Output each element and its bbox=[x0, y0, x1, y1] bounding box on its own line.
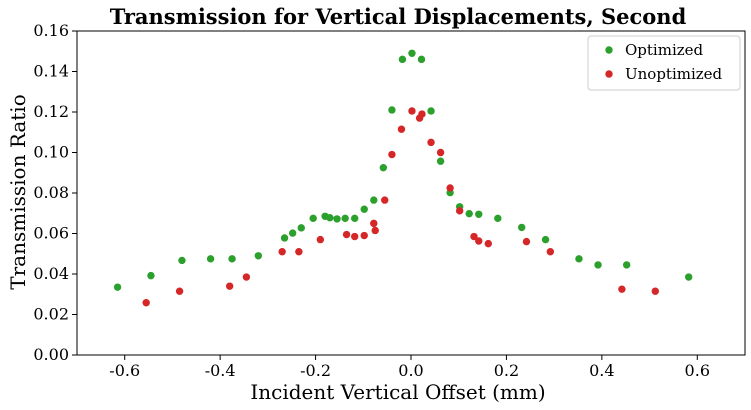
data-point bbox=[388, 106, 396, 114]
x-tick-label: 0.6 bbox=[685, 361, 710, 380]
data-point bbox=[350, 232, 359, 241]
data-point bbox=[475, 210, 483, 218]
data-point bbox=[446, 184, 454, 192]
x-axis-title: Incident Vertical Offset (mm) bbox=[250, 380, 545, 404]
y-axis-title: Transmission Ratio bbox=[6, 94, 30, 289]
data-point bbox=[436, 157, 445, 165]
chart-title: Transmission for Vertical Displacements,… bbox=[110, 4, 687, 29]
y-tick-label: 0.00 bbox=[33, 345, 69, 364]
x-tick-label: 0.0 bbox=[398, 361, 423, 380]
data-point bbox=[242, 273, 251, 281]
x-tick-label: 0.4 bbox=[589, 361, 614, 380]
plot-area: -0.6 -0.4 -0.2 0.0 0.2 0.4 0.6 0.00 0.02 0.04 0.06… bbox=[33, 21, 746, 380]
data-point bbox=[280, 234, 289, 242]
legend-marker bbox=[605, 46, 613, 54]
data-point bbox=[371, 226, 379, 235]
data-point bbox=[546, 248, 555, 256]
x-tick-label: -0.6 bbox=[109, 361, 140, 380]
x-tick-label: -0.4 bbox=[205, 361, 236, 380]
data-point bbox=[436, 148, 445, 157]
data-point bbox=[225, 282, 234, 290]
data-point bbox=[178, 256, 186, 265]
data-point bbox=[418, 110, 426, 118]
data-point bbox=[350, 214, 359, 223]
data-point bbox=[206, 255, 215, 263]
data-point bbox=[278, 248, 286, 256]
x-tick-label: -0.2 bbox=[300, 361, 331, 380]
data-point bbox=[594, 261, 602, 269]
x-tick-label: 0.2 bbox=[494, 361, 519, 380]
data-point bbox=[575, 255, 583, 263]
data-point bbox=[360, 205, 368, 213]
y-tick-label: 0.08 bbox=[33, 183, 69, 202]
data-point bbox=[360, 231, 368, 240]
y-tick-label: 0.06 bbox=[33, 224, 69, 243]
data-point bbox=[427, 138, 435, 147]
data-point bbox=[379, 163, 388, 172]
data-point bbox=[333, 215, 341, 223]
data-point bbox=[397, 125, 406, 133]
data-point bbox=[388, 150, 396, 159]
data-point bbox=[297, 224, 305, 232]
data-point bbox=[142, 299, 150, 307]
y-tick-label: 0.12 bbox=[33, 102, 69, 121]
data-point bbox=[455, 207, 464, 215]
data-point bbox=[309, 214, 317, 223]
data-point bbox=[618, 285, 626, 293]
data-point bbox=[408, 49, 416, 57]
data-point bbox=[326, 214, 334, 222]
data-point bbox=[494, 214, 502, 223]
data-point bbox=[254, 252, 263, 260]
data-point bbox=[370, 196, 378, 204]
data-point bbox=[475, 237, 483, 245]
data-point bbox=[295, 248, 303, 256]
legend-box bbox=[587, 35, 741, 91]
data-point bbox=[427, 107, 435, 115]
data-point bbox=[175, 287, 184, 295]
legend-label: Unoptimized bbox=[625, 65, 723, 83]
data-point bbox=[228, 255, 236, 263]
data-point bbox=[417, 55, 426, 64]
data-point bbox=[408, 107, 416, 115]
data-point bbox=[522, 237, 531, 246]
data-point bbox=[465, 209, 473, 218]
legend: Optimized Unoptimized bbox=[587, 35, 741, 91]
data-point bbox=[316, 235, 325, 244]
y-tick-label: 0.16 bbox=[33, 21, 69, 40]
data-point bbox=[484, 239, 492, 248]
data-point bbox=[470, 232, 478, 241]
data-point bbox=[342, 230, 351, 239]
y-tick-label: 0.10 bbox=[33, 143, 69, 162]
data-point bbox=[622, 261, 631, 269]
data-point bbox=[651, 287, 659, 295]
series-optimized bbox=[113, 49, 693, 291]
data-point bbox=[288, 229, 297, 237]
data-point bbox=[147, 271, 155, 280]
data-point bbox=[113, 283, 122, 291]
data-point bbox=[398, 55, 407, 64]
y-tick-label: 0.14 bbox=[33, 62, 69, 81]
data-point bbox=[370, 219, 378, 228]
series-unoptimized bbox=[142, 107, 659, 307]
data-point bbox=[684, 273, 693, 281]
data-point bbox=[341, 214, 349, 223]
data-point bbox=[541, 235, 550, 244]
data-point bbox=[381, 196, 389, 204]
y-tick-label: 0.02 bbox=[33, 305, 69, 324]
data-point bbox=[517, 223, 526, 232]
legend-marker bbox=[605, 70, 613, 78]
legend-label: Optimized bbox=[625, 41, 704, 59]
y-tick-label: 0.04 bbox=[33, 264, 69, 283]
